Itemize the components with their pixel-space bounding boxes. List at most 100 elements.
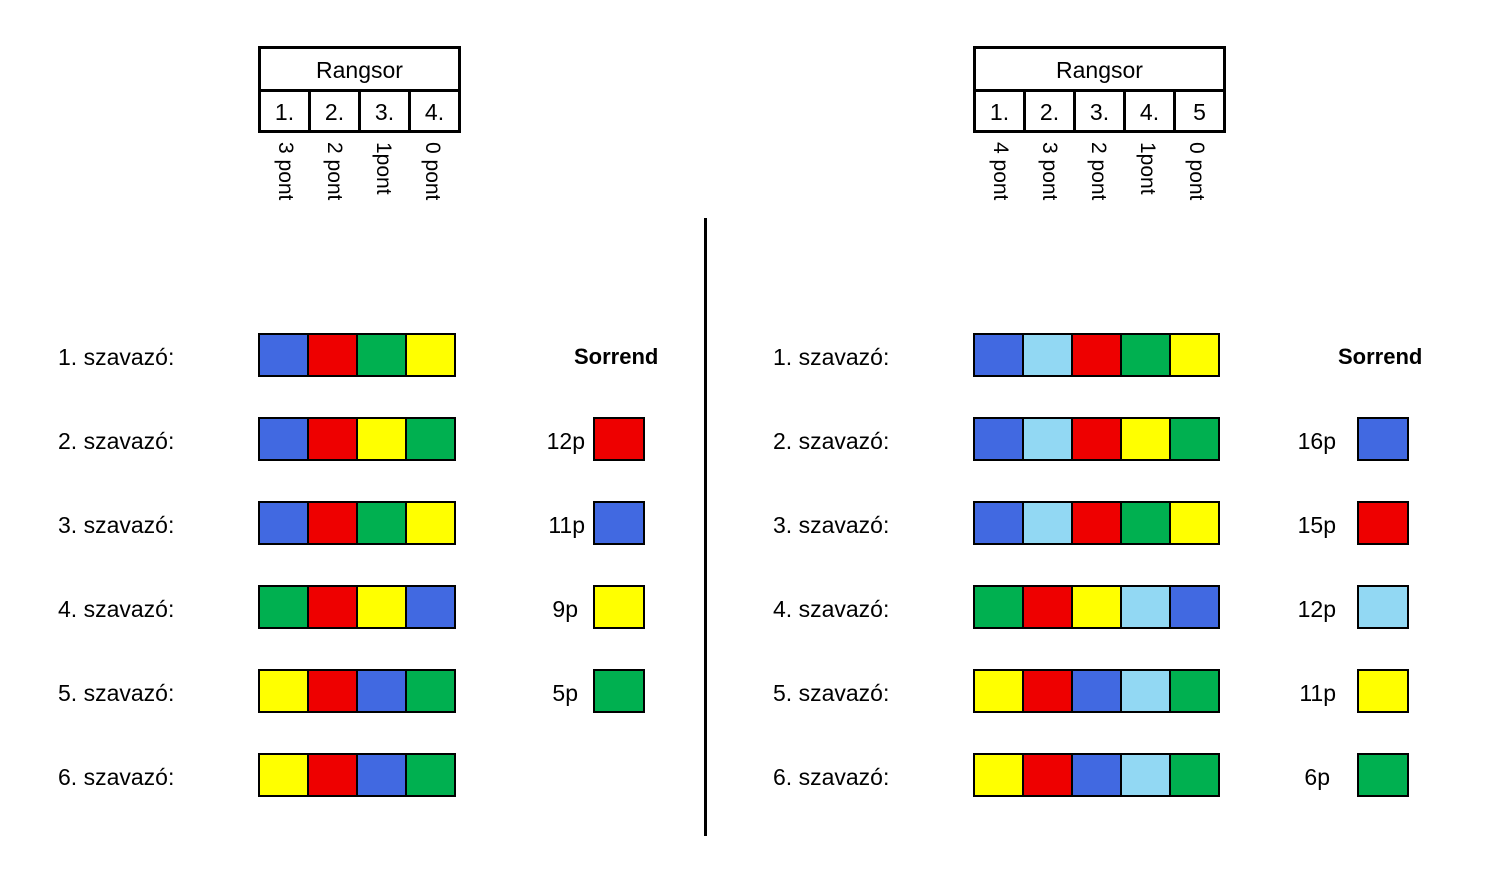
result-swatch [1357, 501, 1409, 545]
ballot-cell-yellow [1171, 503, 1218, 543]
ballot-row [258, 501, 456, 545]
voter-label: 2. szavazó: [773, 428, 890, 454]
points-label: 1pont [1136, 142, 1159, 195]
score-label: 16p [1297, 428, 1336, 454]
ballot-row [973, 501, 1220, 545]
ballot-cell-green [975, 587, 1024, 627]
ballot-cell-green [407, 671, 454, 711]
voter-label: 6. szavazó: [58, 764, 175, 790]
ballot-cell-yellow [975, 671, 1024, 711]
rank-header-cell: 3. [1076, 92, 1126, 130]
ballot-cell-yellow [407, 335, 454, 375]
score-label: 12p [546, 428, 585, 454]
points-cell: 3 pont [261, 140, 310, 214]
result-swatch [593, 417, 645, 461]
ballot-cell-lightblue [1122, 755, 1171, 795]
ballot-cell-yellow [407, 503, 454, 543]
panel-divider [704, 218, 707, 836]
points-cell: 2 pont [1074, 140, 1123, 214]
points-cell: 2 pont [310, 140, 359, 214]
rank-header-cell: 2. [1026, 92, 1076, 130]
rank-header-cell: 2. [311, 92, 361, 130]
points-label: 3 pont [274, 142, 297, 201]
points-label: 4 pont [989, 142, 1012, 201]
ballot-cell-green [1171, 671, 1218, 711]
ballot-cell-red [309, 419, 358, 459]
ballot-cell-green [407, 419, 454, 459]
points-label: 1pont [372, 142, 395, 195]
voter-label: 4. szavazó: [773, 596, 890, 622]
ballot-cell-blue [260, 503, 309, 543]
voter-label: 1. szavazó: [773, 344, 890, 370]
points-cell: 0 pont [1172, 140, 1221, 214]
voter-label: 1. szavazó: [58, 344, 175, 370]
ballot-cell-yellow [1073, 587, 1122, 627]
ballot-cell-red [1024, 755, 1073, 795]
rank-header-cell: 1. [261, 92, 311, 130]
rank-table-title: Rangsor [261, 49, 458, 92]
rank-header-cell: 4. [424, 99, 445, 125]
ballot-cell-blue [260, 335, 309, 375]
points-cell: 1pont [359, 140, 408, 214]
rank-table: Rangsor 1. 2. 3. 4. [258, 46, 461, 133]
ballot-row [258, 585, 456, 629]
rank-header-cell: 5 [1193, 99, 1206, 125]
ballot-cell-yellow [975, 755, 1024, 795]
ballot-cell-green [358, 335, 407, 375]
ballot-cell-blue [975, 503, 1024, 543]
voter-label: 5. szavazó: [773, 680, 890, 706]
rank-header-cell: 4. [1126, 92, 1176, 130]
ballot-cell-blue [358, 755, 407, 795]
ballot-cell-red [1024, 671, 1073, 711]
points-label: 2 pont [1087, 142, 1110, 201]
ballot-cell-yellow [260, 755, 309, 795]
result-swatch [1357, 417, 1409, 461]
result-swatch [593, 669, 645, 713]
ballot-cell-red [1024, 587, 1073, 627]
ballot-cell-green [1171, 755, 1218, 795]
points-label: 0 pont [1185, 142, 1208, 201]
ballot-cell-lightblue [1122, 587, 1171, 627]
ballot-cell-green [1171, 419, 1218, 459]
ballot-cell-green [1122, 335, 1171, 375]
ballot-cell-lightblue [1024, 503, 1073, 543]
ballot-cell-red [309, 335, 358, 375]
ballot-row [258, 669, 456, 713]
voter-label: 3. szavazó: [773, 512, 890, 538]
ballot-cell-red [309, 671, 358, 711]
ballot-cell-red [1073, 419, 1122, 459]
ballot-row [973, 333, 1220, 377]
ballot-row [258, 753, 456, 797]
ballot-cell-green [407, 755, 454, 795]
points-cell: 4 pont [976, 140, 1025, 214]
ballot-row [973, 417, 1220, 461]
points-cell: 3 pont [1025, 140, 1074, 214]
ballot-row [258, 417, 456, 461]
ballot-cell-lightblue [1122, 671, 1171, 711]
ballot-cell-red [309, 587, 358, 627]
ballot-cell-red [1073, 503, 1122, 543]
ballot-row [973, 753, 1220, 797]
ballot-row [258, 333, 456, 377]
ballot-cell-lightblue [1024, 335, 1073, 375]
rank-header-cell: 1. [976, 92, 1026, 130]
ballot-cell-red [1073, 335, 1122, 375]
points-label: 0 pont [421, 142, 444, 201]
rank-header-cell: 3. [361, 92, 411, 130]
ballot-cell-lightblue [1024, 419, 1073, 459]
points-row: 4 pont 3 pont 2 pont 1pont 0 pont [976, 140, 1221, 214]
ballot-cell-yellow [1122, 419, 1171, 459]
ballot-cell-yellow [1171, 335, 1218, 375]
points-cell: 0 pont [408, 140, 457, 214]
voter-label: 6. szavazó: [773, 764, 890, 790]
rank-table-title: Rangsor [976, 49, 1223, 92]
voter-label: 5. szavazó: [58, 680, 175, 706]
score-label: 11p [1299, 680, 1336, 706]
ballot-cell-green [1122, 503, 1171, 543]
score-label: 6p [1304, 764, 1330, 790]
score-label: 12p [1297, 596, 1336, 622]
ballot-row [973, 585, 1220, 629]
ballot-cell-blue [1073, 755, 1122, 795]
voter-label: 4. szavazó: [58, 596, 175, 622]
